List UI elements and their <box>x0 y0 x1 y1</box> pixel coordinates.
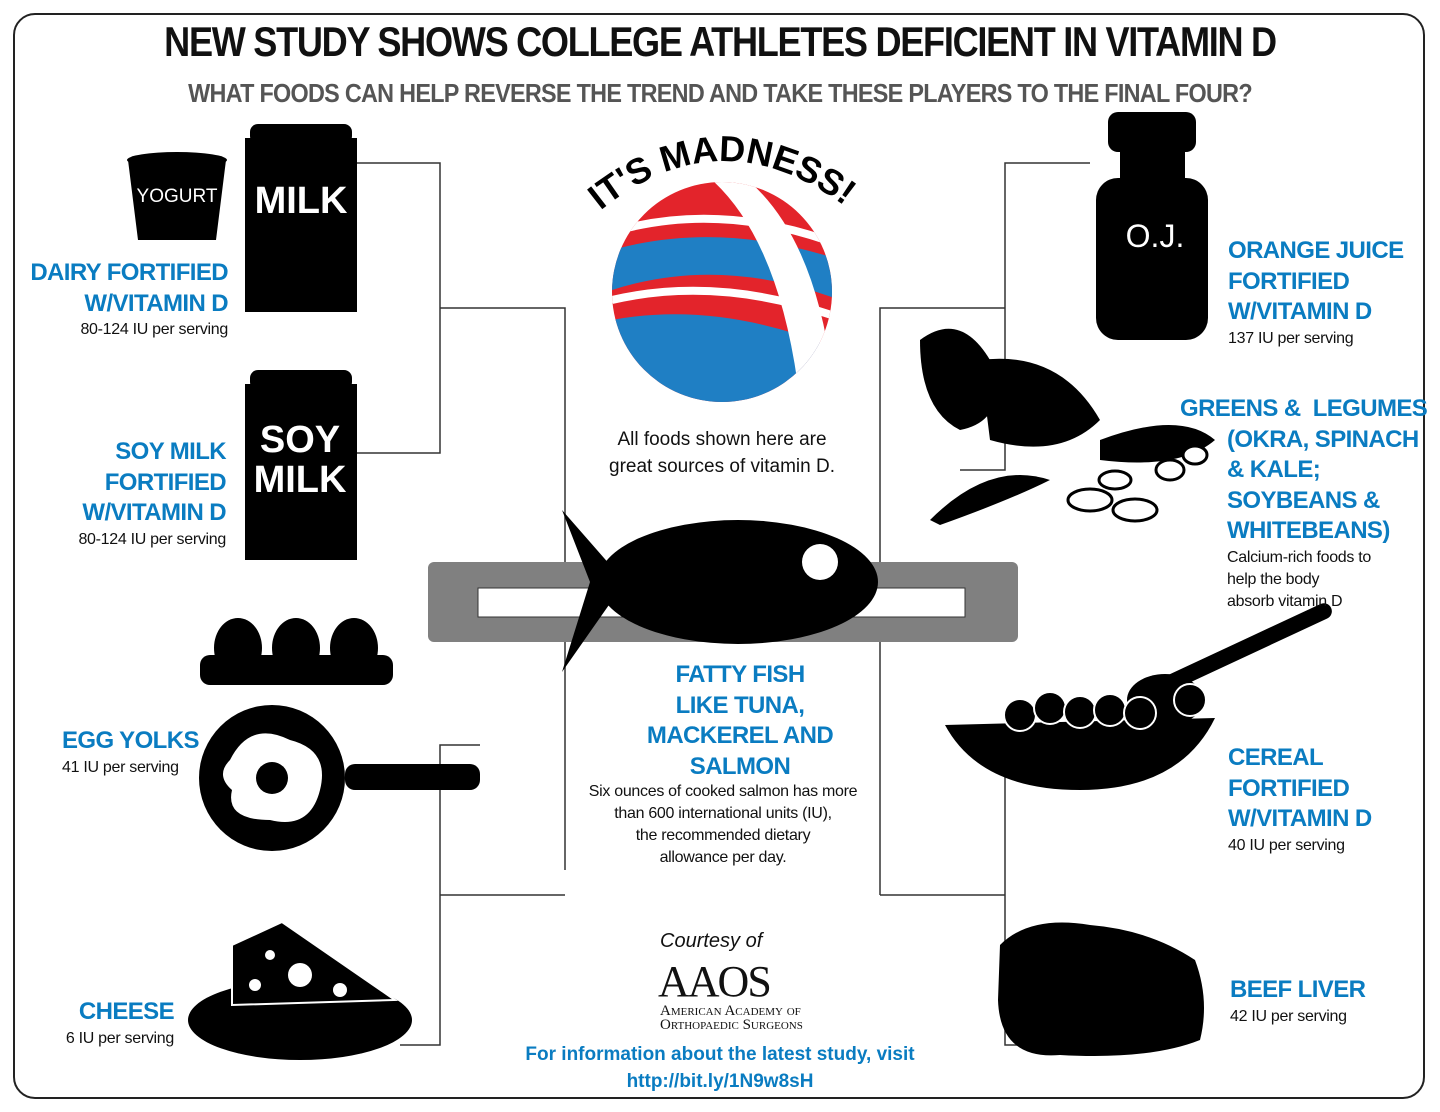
all-foods-note: All foods shown here are great sources o… <box>609 429 835 477</box>
fatty-fish-item: FATTY FISH LIKE TUNA, MACKEREL AND SALMO… <box>646 661 834 780</box>
cereal-item: CEREAL FORTIFIED W/VITAMIN D 40 IU per s… <box>1228 744 1372 854</box>
page-title: NEW STUDY SHOWS COLLEGE ATHLETES DEFICIE… <box>164 18 1277 65</box>
svg-text:MILK: MILK <box>254 459 347 501</box>
cheese-item: CHEESE 6 IU per serving <box>65 998 175 1047</box>
study-link[interactable]: http://bit.ly/1N9w8sH <box>626 1071 814 1092</box>
svg-text:SOY: SOY <box>260 419 340 461</box>
page-subtitle: WHAT FOODS CAN HELP REVERSE THE TREND AN… <box>188 78 1253 108</box>
egg-yolks-item: EGG YOLKS 41 IU per serving <box>62 727 199 776</box>
beef-liver-icon <box>998 922 1204 1056</box>
beef-liver-item: BEEF LIVER 42 IU per serving <box>1230 976 1366 1025</box>
milk-carton-icon <box>245 124 357 312</box>
yogurt-label: YOGURT <box>137 186 218 207</box>
frying-pan-egg-icon <box>199 705 480 851</box>
cheese-icon <box>188 920 412 1060</box>
egg-carton-icon <box>200 618 393 685</box>
oj-label: O.J. <box>1126 218 1185 254</box>
basketball-icon <box>612 182 832 402</box>
greens-legumes-item: GREENS & LEGUMES (OKRA, SPINACH & KALE; … <box>1180 395 1428 610</box>
orange-juice-bottle-icon <box>1096 112 1208 340</box>
greens-legumes-icon <box>920 328 1215 525</box>
poster-frame <box>13 13 1425 1099</box>
soy-milk-item: SOY MILK FORTIFIED W/VITAMIN D 80-124 IU… <box>78 438 226 548</box>
cereal-bowl-icon <box>945 603 1332 790</box>
yogurt-icon <box>127 152 227 240</box>
dairy-item: DAIRY FORTIFIED W/VITAMIN D 80-124 IU pe… <box>30 259 228 338</box>
footer-info: For information about the latest study, … <box>470 1041 970 1095</box>
soy-milk-carton-icon <box>245 370 357 560</box>
aaos-logo: AAOS <box>658 957 772 1006</box>
orange-juice-item: ORANGE JUICE FORTIFIED W/VITAMIN D 137 I… <box>1228 237 1404 347</box>
courtesy-text: Courtesy of <box>660 930 763 952</box>
milk-label: MILK <box>255 180 348 222</box>
fish-icon <box>562 510 878 672</box>
aaos-org-name: American Academy of Orthopaedic Surgeons <box>660 1003 803 1033</box>
fatty-fish-desc: Six ounces of cooked salmon has more tha… <box>588 783 858 866</box>
